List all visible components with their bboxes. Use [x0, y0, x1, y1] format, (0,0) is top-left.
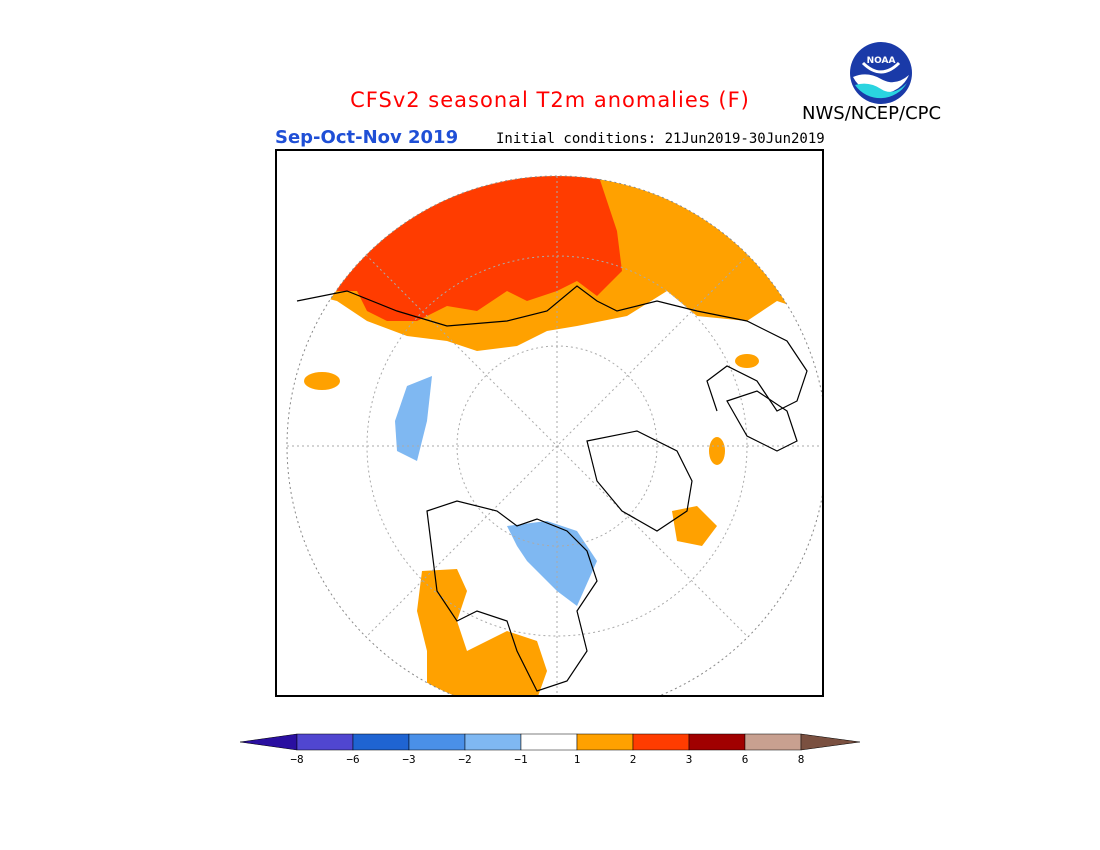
graticule-meridian-4: [365, 254, 749, 638]
colorbar-bin: [744, 733, 802, 751]
anomaly-warm-1-2-greenland: [672, 506, 717, 546]
coastline-eurasia: [296, 285, 808, 412]
anomaly-warm-1-2-alaska: [417, 569, 547, 695]
noaa-logo: NOAA: [850, 42, 912, 104]
colorbar-bin: [688, 733, 746, 751]
colorbar-bin-below: [240, 733, 298, 751]
colorbar-bin: [408, 733, 466, 751]
colorbar: [240, 733, 860, 751]
colorbar-tick-label: 3: [685, 753, 693, 766]
colorbar-tick-label: 6: [741, 753, 749, 766]
colorbar-tick-label: −6: [346, 753, 360, 766]
colorbar-bin: [632, 733, 690, 751]
noaa-logo-text: NOAA: [867, 56, 896, 66]
colorbar-bin: [296, 733, 354, 751]
anomaly-warm-1-2-small-2: [709, 437, 725, 465]
colorbar-bin: [352, 733, 410, 751]
anomaly-cold-1-2-hudson: [507, 521, 597, 606]
colorbar-tick-label: 2: [629, 753, 637, 766]
coastline-greenland: [586, 430, 693, 532]
polar-map: [275, 149, 824, 697]
initial-conditions-label: Initial conditions: 21Jun2019-30Jun2019: [496, 131, 825, 147]
colorbar-tick-label: −1: [514, 753, 528, 766]
anomaly-warm-1-2-iceland: [304, 372, 340, 390]
colorbar-bin: [464, 733, 522, 751]
coastline-north-america: [426, 500, 598, 692]
colorbar-tick-label: 1: [573, 753, 581, 766]
colorbar-tick-label: −3: [402, 753, 416, 766]
colorbar-bin: [520, 733, 578, 751]
map-canvas: [286, 175, 822, 695]
colorbar-tick-label: 8: [797, 753, 805, 766]
colorbar-bin: [576, 733, 634, 751]
coastline-scandinavia: [726, 390, 798, 452]
anomaly-cold-1-2-siberia-east: [395, 376, 432, 461]
colorbar-tick-label: −2: [458, 753, 472, 766]
colorbar-tick-label: −8: [290, 753, 304, 766]
anomaly-warm-1-2-small: [735, 354, 759, 368]
agency-label: NWS/NCEP/CPC: [802, 103, 942, 124]
map-title: CFSv2 seasonal T2m anomalies (F): [350, 88, 750, 112]
season-label: Sep-Oct-Nov 2019: [275, 127, 459, 148]
colorbar-bin-above: [800, 733, 860, 751]
